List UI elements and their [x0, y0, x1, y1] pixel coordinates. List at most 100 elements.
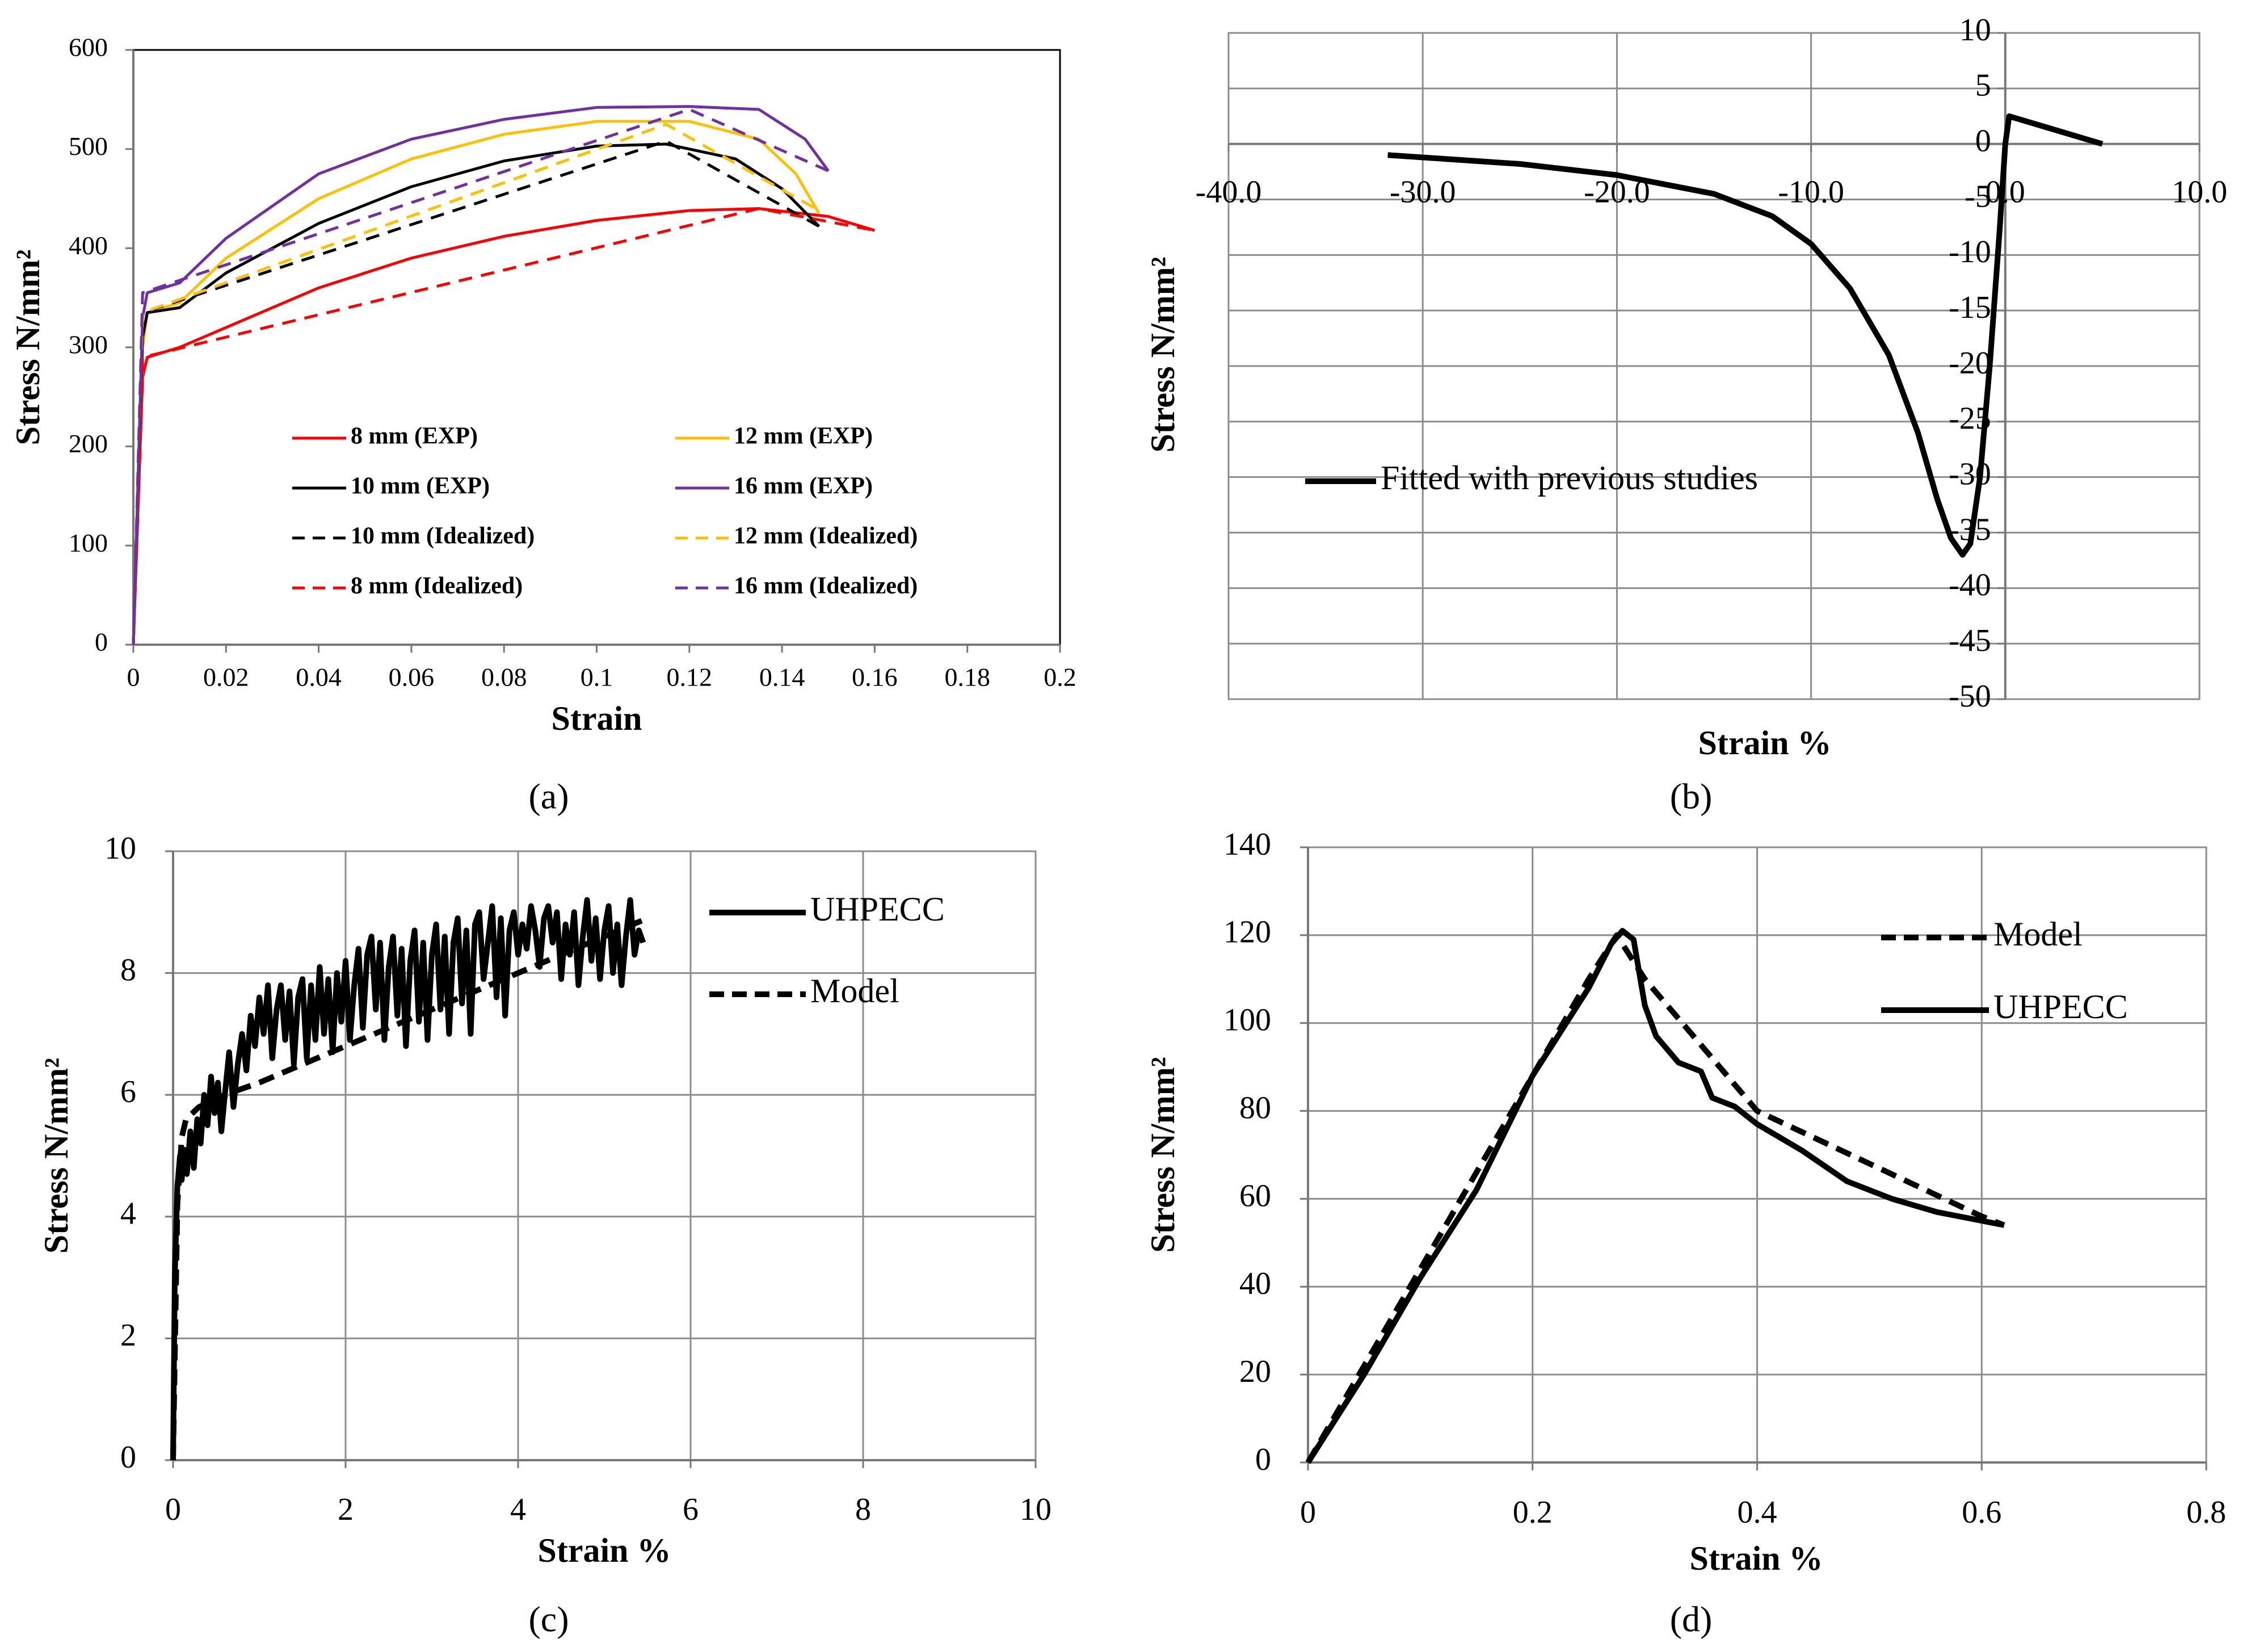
x-tick-label: 0.4 — [1738, 1495, 1777, 1530]
panel-label-b: (b) — [1670, 776, 1713, 817]
y-tick-label: -45 — [1949, 623, 1991, 658]
y-tick-label: 40 — [1239, 1266, 1271, 1301]
x-tick-label: 10 — [1020, 1492, 1052, 1527]
y-tick-label: 80 — [1239, 1090, 1271, 1125]
x-tick-label: 0.2 — [1044, 663, 1076, 692]
y-axis-label: Stress N/mm² — [37, 1058, 75, 1254]
y-tick-label: 4 — [120, 1196, 136, 1231]
x-tick-label: 0.02 — [203, 663, 249, 692]
legend-label: 8 mm (Idealized) — [351, 573, 523, 599]
legend-label: 12 mm (EXP) — [734, 423, 873, 449]
x-tick-label: 0.06 — [389, 663, 435, 692]
x-tick-label: 0 — [127, 663, 140, 692]
legend-label: 16 mm (Idealized) — [734, 573, 918, 599]
x-tick-label: 0.08 — [481, 663, 527, 692]
legend: UHPECC Model — [709, 890, 945, 1010]
y-tick-label: 10 — [104, 831, 136, 866]
x-tick-label: 8 — [855, 1492, 871, 1527]
x-tick-label: 0.04 — [296, 663, 342, 692]
y-tick-label: -50 — [1949, 679, 1991, 714]
plot-frame — [132, 49, 1061, 646]
y-tick-label: 0 — [120, 1440, 136, 1475]
y-tick-label: -40 — [1949, 568, 1991, 603]
panel-label-d: (d) — [1670, 1599, 1713, 1640]
legend-label: Model — [1993, 915, 2083, 953]
y-axis-label: Stress N/mm² — [1144, 1057, 1181, 1252]
legend-label: 16 mm (EXP) — [734, 473, 873, 499]
x-axis-label: Strain % — [1689, 1540, 1823, 1577]
y-tick-label: -15 — [1949, 290, 1991, 325]
y-tick-label: 6 — [120, 1074, 136, 1109]
x-tick-label: 0 — [165, 1492, 181, 1527]
chart-b: -40.0 -30.0 -20.0 -10.0 0.0 10.01050-5-10-15-… — [1144, 12, 2227, 762]
x-tick-label: 4 — [510, 1492, 526, 1527]
legend-label: 10 mm (EXP) — [351, 473, 490, 499]
chart-a: 0 0.02 0.04 0.06 0.08 0.1 0.12 0.14 0.16 0.18 0.2 0… — [9, 33, 1076, 737]
panel-label-c: (c) — [528, 1599, 569, 1640]
y-tick-label: 5 — [1975, 68, 1991, 103]
legend: Model UHPECC — [1881, 915, 2128, 1025]
plot-frame — [1227, 32, 2201, 700]
y-tick-label: -5 — [1965, 179, 1991, 214]
x-axis-label: Strain % — [1698, 724, 1831, 762]
series-line-16-mm-idealized- — [132, 108, 829, 645]
x-tick-label: 0.16 — [852, 663, 898, 692]
y-tick-label: 20 — [1239, 1354, 1271, 1389]
x-tick-label: 6 — [683, 1492, 699, 1527]
y-tick-label: 600 — [69, 33, 108, 62]
x-tick-label: 2 — [338, 1492, 354, 1527]
series-line-10-mm-exp- — [132, 142, 821, 645]
x-tick-label: 0.12 — [667, 663, 713, 692]
y-tick-label: 10 — [1959, 12, 1991, 48]
series-line-16-mm-exp- — [132, 105, 830, 645]
series-line-uhpecc — [170, 897, 646, 1461]
series-line-uhpecc — [1305, 928, 2005, 1464]
y-tick-label: 0 — [1255, 1442, 1271, 1477]
legend: 8 mm (EXP) 12 mm (EXP) 10 mm (EXP) 16 mm (E… — [292, 423, 918, 599]
legend-label: 10 mm (Idealized) — [351, 523, 535, 549]
x-axis-label: Strain % — [537, 1532, 671, 1569]
x-tick-label: -30.0 — [1390, 175, 1456, 210]
legend-label: Fitted with previous studies — [1381, 459, 1758, 497]
x-tick-label: 0.2 — [1513, 1495, 1553, 1530]
panel-label-a: (a) — [528, 776, 569, 817]
series-line-10-mm-idealized- — [132, 140, 820, 645]
y-tick-label: 0 — [95, 628, 108, 657]
legend: Fitted with previous studies — [1305, 459, 1758, 497]
x-tick-label: -10.0 — [1778, 175, 1844, 210]
y-tick-label: 200 — [69, 429, 108, 458]
legend-label: 12 mm (Idealized) — [734, 523, 918, 549]
series-line-12-mm-exp- — [132, 120, 821, 645]
y-tick-label: 8 — [120, 952, 136, 987]
legend-label: UHPECC — [1993, 988, 2128, 1025]
y-tick-label: 140 — [1223, 827, 1271, 862]
chart-c: 0 2 4 6 8 10 0 2 4 6 8 10 Strain % Stress N/mm² UHPECC… — [37, 831, 1052, 1569]
y-tick-label: 100 — [69, 528, 108, 557]
x-tick-label: 0.8 — [2186, 1495, 2226, 1530]
y-axis-label: Stress N/mm² — [1144, 257, 1181, 452]
legend-label: Model — [810, 972, 899, 1010]
x-tick-label: 0.1 — [581, 663, 613, 692]
y-tick-label: 300 — [69, 330, 108, 359]
series-line-fitted-with-previous-studies — [1387, 113, 2104, 558]
x-tick-label: 10.0 — [2172, 175, 2227, 210]
legend-label: UHPECC — [810, 890, 945, 928]
y-tick-label: -30 — [1949, 457, 1991, 492]
y-tick-label: 2 — [120, 1318, 136, 1353]
x-tick-label: 0 — [1300, 1495, 1316, 1530]
x-tick-label: 0.14 — [759, 663, 805, 692]
legend-label: 8 mm (EXP) — [351, 423, 478, 449]
y-axis-label: Stress N/mm² — [9, 249, 47, 445]
series-line-model — [170, 915, 649, 1461]
y-tick-label: 400 — [69, 231, 108, 260]
chart-d: 0 0.2 0.4 0.6 0.8 0 20 40 60 80 100 120 140 Strain % S… — [1144, 827, 2226, 1577]
x-axis-label: Strain — [551, 700, 642, 737]
x-tick-label: 0.18 — [944, 663, 990, 692]
y-tick-label: 100 — [1223, 1003, 1271, 1038]
y-tick-label: -10 — [1949, 234, 1991, 270]
x-tick-label: -40.0 — [1196, 175, 1262, 210]
x-tick-label: 0.6 — [1962, 1495, 2001, 1530]
y-tick-label: 60 — [1239, 1178, 1271, 1213]
y-tick-label: 120 — [1223, 915, 1271, 950]
